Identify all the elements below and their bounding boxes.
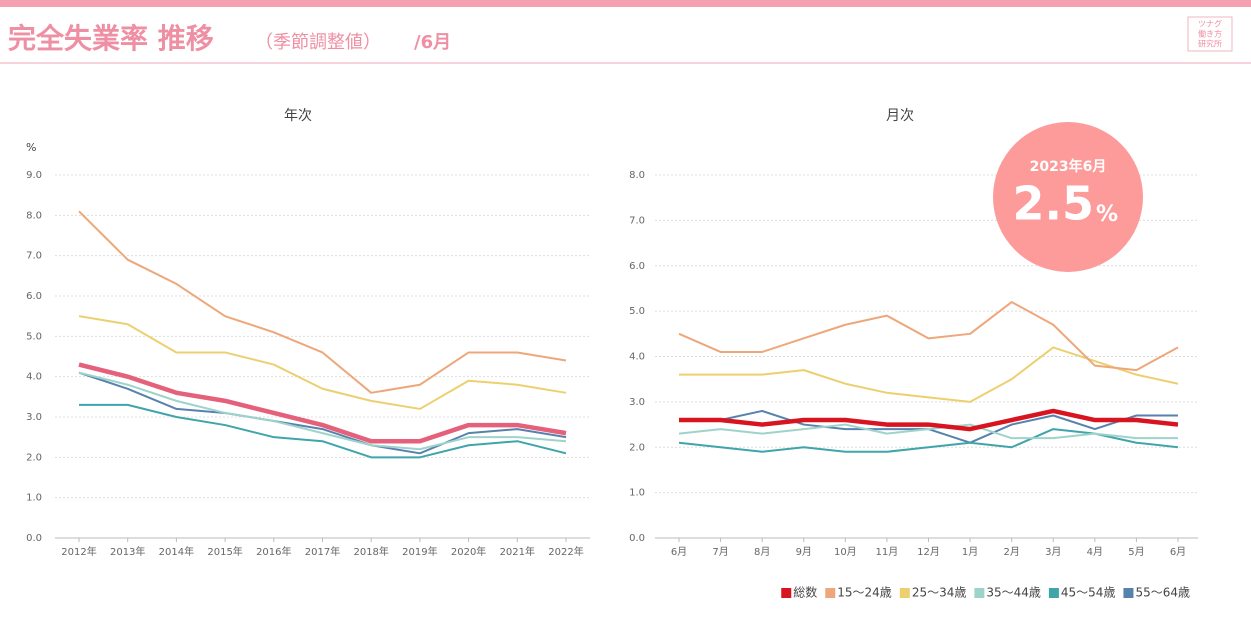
badge-value: 2.5 <box>1013 177 1095 231</box>
logo-text: ツナグ <box>1198 19 1222 29</box>
legend-swatch <box>899 588 910 598</box>
badge-label: 2023年6月 <box>1030 158 1107 175</box>
y-tick-label: 4.0 <box>26 372 42 383</box>
y-tick-label: 8.0 <box>26 210 42 221</box>
page-subtitle: （季節調整値） <box>255 32 381 53</box>
x-tick-label: 4月 <box>1087 546 1103 558</box>
x-tick-label: 7月 <box>712 546 728 558</box>
chart-title: 年次 <box>284 108 312 124</box>
legend-swatch <box>1123 588 1134 598</box>
x-tick-label: 2014年 <box>159 545 194 558</box>
x-tick-label: 3月 <box>1045 546 1061 558</box>
x-tick-label: 2022年 <box>548 545 583 558</box>
logo-box <box>1187 16 1233 52</box>
x-tick-label: 2012年 <box>61 545 96 558</box>
y-tick-label: 3.0 <box>629 397 645 408</box>
series-line <box>78 210 567 394</box>
x-tick-label: 5月 <box>1128 546 1144 558</box>
series-line <box>78 371 567 451</box>
legend-swatch <box>974 588 985 598</box>
legend-label: 15～24歳 <box>837 586 892 600</box>
legend-label: 25～34歳 <box>912 586 967 600</box>
y-tick-label: 1.0 <box>629 488 645 499</box>
page-title: 完全失業率 推移 <box>8 22 214 55</box>
series-line <box>679 409 1178 444</box>
legend-label: 45～54歳 <box>1061 586 1116 600</box>
y-tick-label: 0.0 <box>26 533 42 544</box>
x-tick-label: 2013年 <box>110 545 145 558</box>
logo-text: 研究所 <box>1198 39 1222 49</box>
x-tick-label: 12月 <box>917 546 940 558</box>
x-tick-label: 6月 <box>1170 546 1186 558</box>
legend-swatch <box>825 588 836 598</box>
y-tick-label: 5.0 <box>26 331 42 342</box>
legend-label: 55～64歳 <box>1135 586 1190 600</box>
y-tick-label: 5.0 <box>629 306 645 317</box>
y-tick-label: 3.0 <box>26 412 42 423</box>
x-tick-label: 2019年 <box>402 545 437 558</box>
series-line <box>679 346 1179 403</box>
top-bar <box>0 0 1251 7</box>
series-line <box>678 423 1178 440</box>
y-tick-label: 6.0 <box>629 261 645 272</box>
series-line <box>78 362 567 444</box>
logo-text: 働き方 <box>1198 29 1222 39</box>
y-tick-label: 2.0 <box>26 452 42 463</box>
y-tick-label: 1.0 <box>26 493 42 504</box>
legend-label: 総数 <box>793 585 817 600</box>
x-tick-label: 6月 <box>671 546 687 558</box>
x-tick-label: 1月 <box>962 546 978 558</box>
y-tick-label: 9.0 <box>26 170 42 181</box>
y-tick-label: 7.0 <box>629 215 645 226</box>
legend-label: 35～44歳 <box>986 586 1041 600</box>
series-line <box>78 315 567 410</box>
x-tick-label: 11月 <box>876 546 899 558</box>
page-month: /6月 <box>414 32 451 53</box>
plots: 年次% 0.0 1.0 2.0 3.0 4.0 5.0 6.0 7.0 8.0 9.0 2012年 20… <box>26 108 1198 600</box>
header-rule <box>0 62 1251 64</box>
x-tick-label: 2018年 <box>353 545 388 558</box>
y-tick-label: 0.0 <box>629 533 645 544</box>
x-tick-label: 2017年 <box>305 545 340 558</box>
badge-unit: % <box>1096 202 1118 227</box>
legend-swatch <box>781 588 792 598</box>
chart-title: 月次 <box>886 108 914 124</box>
badge <box>993 122 1143 272</box>
x-tick-label: 2月 <box>1003 546 1019 558</box>
x-tick-label: 9月 <box>796 546 812 558</box>
y-tick-label: 8.0 <box>629 170 645 181</box>
series-line <box>679 408 1179 432</box>
x-tick-label: 8月 <box>754 546 770 558</box>
x-tick-label: 2021年 <box>500 545 535 558</box>
y-axis-label: % <box>26 141 36 154</box>
legend-swatch <box>1048 588 1059 598</box>
x-tick-label: 10月 <box>834 546 857 558</box>
y-tick-label: 7.0 <box>26 251 42 262</box>
y-tick-label: 6.0 <box>26 291 42 302</box>
series-line <box>78 371 567 455</box>
x-tick-label: 2020年 <box>451 545 486 558</box>
x-tick-label: 2016年 <box>256 545 291 558</box>
series-line <box>79 403 567 459</box>
y-tick-label: 4.0 <box>629 352 645 363</box>
y-tick-label: 2.0 <box>629 442 645 453</box>
series-line <box>678 301 1179 372</box>
x-tick-label: 2015年 <box>207 545 242 558</box>
